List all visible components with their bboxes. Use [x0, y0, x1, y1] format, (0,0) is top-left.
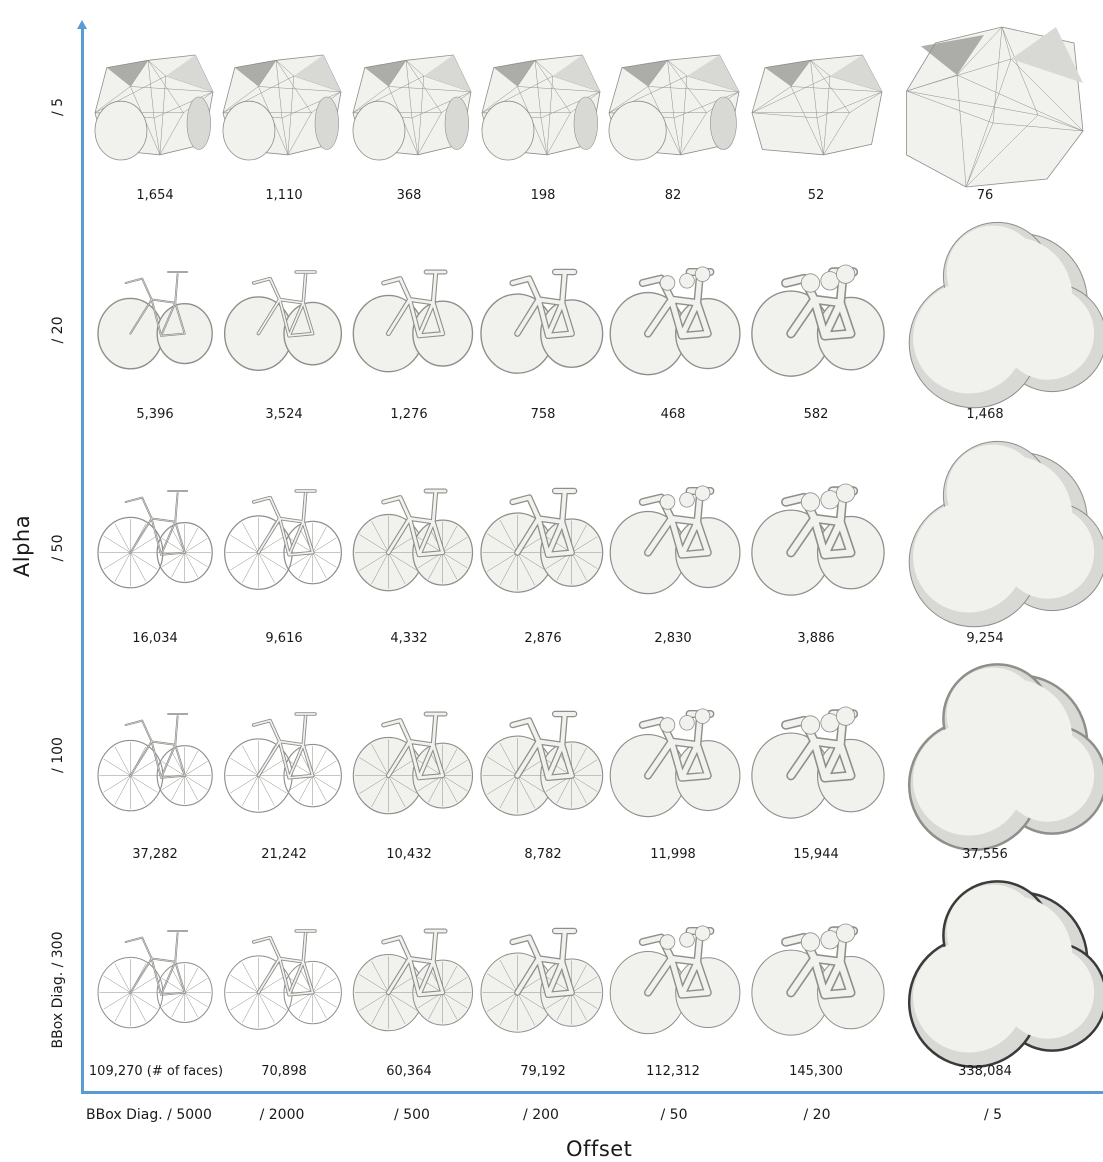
y-axis-arrow-icon [77, 20, 87, 29]
bike-wrap-mesh [480, 268, 604, 374]
bike-wrap-mesh [751, 54, 883, 155]
bike-wrap-mesh [223, 270, 343, 371]
face-count-label: 1,110 [265, 188, 303, 203]
bike-wrap-mesh [480, 927, 604, 1033]
alpha-tick-label: BBox Diag. / 300 [50, 931, 66, 1049]
face-count-label: 4,332 [390, 631, 428, 646]
face-count-label: 21,242 [261, 847, 307, 862]
bike-wrap-mesh [222, 54, 342, 160]
bike-wrap-mesh [481, 54, 601, 160]
bike-wrap-mesh [352, 269, 474, 373]
offset-tick-label: BBox Diag. / 5000 [86, 1107, 212, 1123]
bike-wrap-mesh [751, 923, 885, 1036]
face-count-label: 11,998 [650, 847, 696, 862]
face-count-label: 15,944 [793, 847, 839, 862]
bike-wrap-mesh [97, 490, 213, 589]
face-count-label: 79,192 [520, 1064, 566, 1079]
bike-wrap-mesh [908, 440, 1103, 628]
face-count-label: 60,364 [386, 1064, 432, 1079]
x-axis-title: Offset [566, 1137, 633, 1161]
offset-tick-label: / 50 [660, 1107, 688, 1123]
face-count-label: 582 [803, 407, 829, 422]
bike-wrap-mesh [97, 713, 213, 812]
bike-wrap-mesh [609, 485, 741, 595]
face-count-label: 468 [660, 407, 686, 422]
bike-wrap-mesh [609, 266, 741, 376]
bike-wrap-mesh [97, 930, 213, 1029]
alpha-tick-label: / 50 [50, 534, 66, 562]
y-axis-title: Alpha [10, 514, 34, 578]
bike-wrap-mesh [352, 711, 474, 815]
bike-wrap-mesh [907, 880, 1103, 1069]
bike-wrap-mesh [609, 925, 741, 1035]
bike-wrap-mesh [751, 264, 885, 377]
offset-tick-label: / 2000 [259, 1107, 305, 1123]
offset-tick-label: / 5 [983, 1107, 1003, 1123]
face-count-label: 10,432 [386, 847, 432, 862]
face-count-label: 3,524 [265, 407, 303, 422]
bike-wrap-mesh [224, 489, 342, 590]
bike-wrap-mesh [352, 928, 474, 1032]
face-count-label: 76 [976, 188, 994, 203]
face-count-label: 368 [396, 188, 422, 203]
bike-wrap-mesh [751, 483, 885, 596]
face-count-label: 16,034 [132, 631, 178, 646]
alpha-tick-label: / 100 [50, 737, 66, 773]
face-count-label: 2,876 [524, 631, 562, 646]
y-axis-line [81, 26, 84, 1094]
alpha-tick-label: / 5 [50, 97, 66, 117]
bike-wrap-mesh [608, 54, 740, 160]
bike-wrap-mesh [906, 26, 1084, 188]
alpha-tick-label: / 20 [50, 316, 66, 344]
face-count-label: 2,830 [654, 631, 692, 646]
bike-wrap-mesh [352, 488, 474, 592]
bike-wrap-mesh [908, 221, 1103, 409]
bike-wrap-mesh [352, 54, 472, 160]
face-count-label: 52 [807, 188, 825, 203]
offset-tick-label: / 500 [394, 1107, 430, 1123]
face-count-label: 1,654 [136, 188, 174, 203]
offset-tick-label: / 20 [803, 1107, 831, 1123]
bike-wrap-mesh [480, 710, 604, 816]
bike-wrap-mesh [97, 271, 213, 370]
bike-wrap-mesh [907, 663, 1103, 852]
bike-wrap-mesh [224, 712, 342, 813]
bike-wrap-mesh [609, 708, 741, 818]
face-count-label: 5,396 [136, 407, 174, 422]
face-count-label: 1,468 [966, 407, 1004, 422]
face-count-label: 112,312 [646, 1064, 700, 1079]
face-count-label: 37,282 [132, 847, 178, 862]
face-count-label: 9,254 [966, 631, 1004, 646]
face-count-label: 8,782 [524, 847, 562, 862]
bike-wrap-mesh [94, 54, 214, 160]
bike-wrap-mesh [480, 487, 604, 593]
face-count-label: 198 [530, 188, 556, 203]
face-count-label: 70,898 [261, 1064, 307, 1079]
face-count-label: 1,276 [390, 407, 428, 422]
face-count-label: 9,616 [265, 631, 303, 646]
face-count-label: 37,556 [962, 847, 1008, 862]
offset-tick-label: / 200 [523, 1107, 559, 1123]
face-count-label: 82 [664, 188, 682, 203]
face-count-label: 3,886 [797, 631, 835, 646]
face-count-label: 758 [530, 407, 556, 422]
face-count-label: 338,084 [958, 1064, 1012, 1079]
bike-wrap-mesh [224, 929, 342, 1030]
face-count-label: 109,270 (# of faces) [88, 1064, 224, 1079]
x-axis-line [81, 1091, 1103, 1094]
face-count-label: 145,300 [789, 1064, 843, 1079]
bike-wrap-mesh [751, 706, 885, 819]
